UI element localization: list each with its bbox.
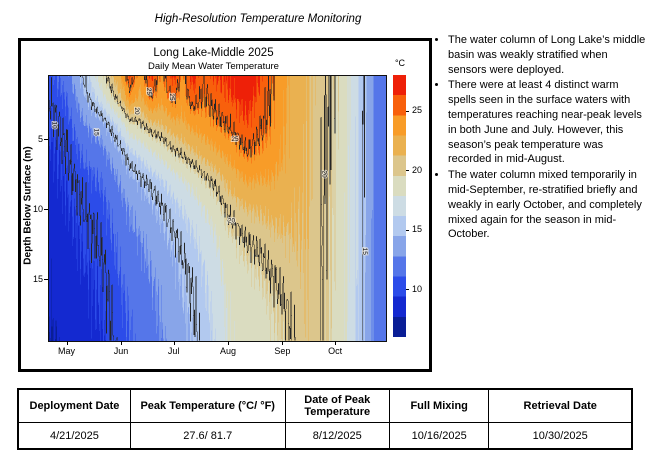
chart-title: Long Lake-Middle 2025: [153, 47, 274, 59]
month-tick-mark: [228, 341, 230, 345]
observation-notes: The water column of Long Lake’s middle b…: [435, 33, 648, 243]
month-tick-label: Oct: [328, 346, 343, 356]
page-title: High-Resolution Temperature Monitoring: [154, 13, 362, 25]
colorbar-tick-label: 25: [412, 105, 423, 116]
colorbar-unit-label: °C: [394, 58, 406, 68]
colorbar: [393, 75, 406, 337]
depth-tick-mark: [44, 139, 48, 141]
col-header-date-of-peak: Date of Peak Temperature: [284, 388, 390, 423]
note-bullet: There were at least 4 distinct warm spel…: [448, 78, 648, 167]
chart-panel: Long Lake-Middle 2025 Daily Mean Water T…: [18, 38, 432, 372]
col-header-full-mixing: Full Mixing: [388, 388, 490, 423]
notes-list: The water column of Long Lake’s middle b…: [435, 33, 648, 242]
table-row: 4/21/2025 27.6/ 81.7 8/12/2025 10/16/202…: [17, 422, 633, 450]
note-bullet: The water column of Long Lake’s middle b…: [448, 33, 648, 77]
heatmap-canvas: [49, 76, 386, 341]
colorbar-tick-mark: [406, 170, 409, 172]
depth-tick-label: 15: [32, 273, 43, 284]
depth-tick-mark: [44, 209, 48, 211]
month-tick-label: Jul: [167, 346, 180, 356]
cell-deployment-date: 4/21/2025: [17, 422, 131, 450]
month-tick-mark: [335, 341, 337, 345]
month-tick-mark: [282, 341, 284, 345]
cell-full-mixing: 10/16/2025: [388, 422, 490, 450]
col-header-peak-temperature: Peak Temperature (°C/ °F): [129, 388, 286, 423]
depth-tick-label: 5: [37, 133, 43, 144]
colorbar-tick-mark: [406, 110, 409, 112]
month-tick-mark: [66, 341, 68, 345]
depth-tick-label: 10: [32, 203, 43, 214]
depth-tick-mark: [44, 279, 48, 281]
colorbar-tick-label: 15: [412, 224, 423, 235]
deployment-summary-table: Deployment Date Peak Temperature (°C/ °F…: [17, 388, 633, 450]
month-tick-label: Aug: [220, 346, 237, 356]
colorbar-tick-mark: [406, 289, 409, 291]
cell-peak-temperature: 27.6/ 81.7: [129, 422, 286, 450]
chart-subtitle: Daily Mean Water Temperature: [148, 61, 279, 72]
cell-date-of-peak: 8/12/2025: [284, 422, 390, 450]
cell-retrieval-date: 10/30/2025: [488, 422, 633, 450]
month-tick-mark: [120, 341, 122, 345]
col-header-deployment-date: Deployment Date: [17, 388, 131, 423]
colorbar-tick-label: 10: [412, 283, 423, 294]
month-tick-label: Sep: [274, 346, 291, 356]
heatmap-plot-area: 10 15 20 25 25 25 20 20 15: [48, 75, 387, 342]
colorbar-tick-label: 20: [412, 164, 423, 175]
table-header-row: Deployment Date Peak Temperature (°C/ °F…: [17, 388, 633, 423]
month-tick-mark: [173, 341, 175, 345]
col-header-retrieval-date: Retrieval Date: [488, 388, 633, 423]
month-tick-label: Jun: [113, 346, 129, 356]
month-tick-label: May: [58, 346, 76, 356]
colorbar-tick-mark: [406, 229, 409, 231]
note-bullet: The water column mixed temporarily in mi…: [448, 168, 648, 242]
